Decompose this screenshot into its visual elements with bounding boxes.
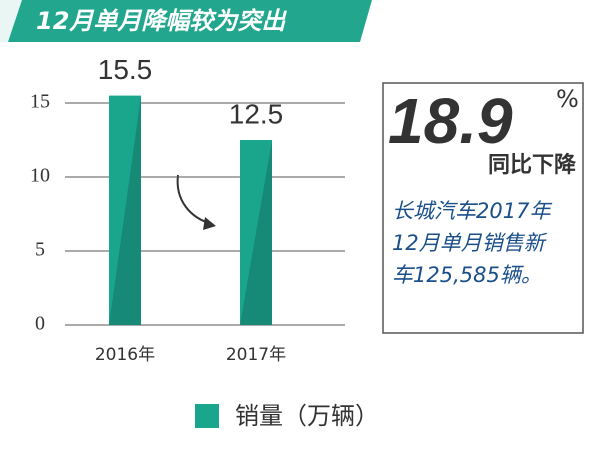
x-tick-label: 2017年 [226, 345, 286, 365]
legend-label: 销量（万辆） [235, 402, 379, 430]
value-label: 12.5 [229, 98, 284, 129]
callout-label: 同比下降 [488, 153, 577, 178]
arrow-head [203, 217, 216, 230]
chart-title: 12月单月降幅较为突出 [36, 7, 287, 35]
callout-unit: % [556, 85, 579, 113]
title-banner [0, 0, 372, 42]
banner-stripe [0, 0, 22, 42]
value-label: 15.5 [98, 54, 153, 85]
callout-box [382, 82, 584, 334]
bar [109, 95, 141, 325]
callout-line: 车125,585辆。 [392, 263, 542, 287]
trend-arrow [176, 174, 213, 225]
x-tick-label: 2016年 [95, 345, 155, 365]
y-tick-label: 0 [35, 313, 45, 335]
callout-line: 长城汽车2017年 [392, 199, 552, 223]
y-tick-label: 15 [30, 91, 50, 113]
callout-line: 12月单月销售新 [392, 231, 548, 255]
y-tick-label: 5 [35, 239, 45, 261]
callout-value: 18.9 [388, 85, 513, 157]
y-tick-label: 10 [30, 165, 50, 187]
bar [240, 140, 272, 325]
legend-swatch [195, 404, 219, 428]
